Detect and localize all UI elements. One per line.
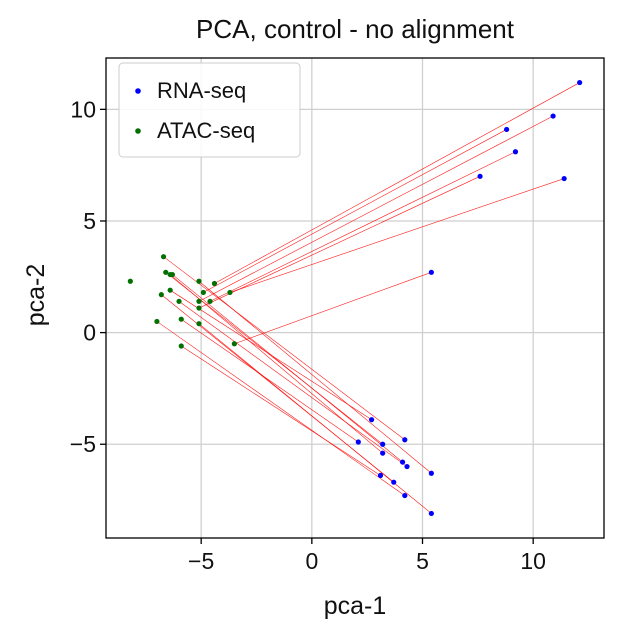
y-axis-label: pca-2 <box>22 264 50 327</box>
atac-seq-point <box>200 289 206 296</box>
rna-seq-point <box>504 126 510 133</box>
legend: RNA-seq ATAC-seq <box>118 62 301 158</box>
alignment-link <box>181 318 359 443</box>
rna-seq-point <box>577 79 583 86</box>
rna-seq-point <box>561 175 567 182</box>
chart-title: PCA, control - no alignment <box>196 14 515 44</box>
rna-seq-point <box>369 417 375 423</box>
alignment-link <box>198 115 554 302</box>
atac-seq-point <box>207 298 213 304</box>
rna-seq-point <box>550 113 556 119</box>
grid-lines <box>106 58 604 538</box>
x-tick-label: 10 <box>520 548 546 574</box>
alignment-link <box>181 345 381 476</box>
x-axis-label: pca-1 <box>324 592 387 620</box>
legend-marker-atac-seq <box>135 128 141 134</box>
alignment-link <box>198 176 481 309</box>
y-tick-label: 5 <box>83 208 96 234</box>
atac-seq-point <box>154 318 160 325</box>
rna-seq-point <box>402 437 408 443</box>
alignment-link <box>203 129 507 293</box>
alignment-link <box>214 82 580 284</box>
alignment-link <box>229 178 565 293</box>
rna-seq-point <box>391 479 397 485</box>
atac-seq-point <box>160 254 167 260</box>
alignment-link <box>172 274 403 463</box>
atac-seq-point <box>127 278 133 284</box>
atac-seq-point <box>167 287 173 293</box>
legend-label-rna-seq: RNA-seq <box>157 78 246 103</box>
atac-seq-point <box>176 298 182 304</box>
data-points <box>127 79 583 517</box>
plot-frame <box>105 57 605 539</box>
alignment-link <box>198 323 432 514</box>
atac-seq-point <box>158 292 164 298</box>
alignment-link <box>163 256 405 441</box>
atac-seq-point <box>196 298 202 304</box>
rna-seq-point <box>355 439 361 445</box>
rna-seq-point <box>477 173 483 179</box>
y-tick-label: −5 <box>70 431 96 457</box>
alignment-links <box>156 82 580 514</box>
atac-seq-point <box>211 280 218 287</box>
alignment-link <box>234 272 432 345</box>
atac-seq-point <box>227 289 233 296</box>
alignment-link <box>198 281 432 474</box>
atac-seq-point <box>196 305 202 311</box>
axis-ticks: −5 0 5 10 −5 0 5 10 <box>70 96 546 574</box>
rna-seq-point <box>399 459 406 465</box>
atac-seq-point <box>163 269 169 275</box>
rna-seq-point <box>512 149 519 155</box>
rna-seq-point <box>428 269 434 275</box>
rna-seq-point <box>428 470 434 476</box>
y-tick-label: 10 <box>70 96 96 122</box>
atac-seq-point <box>196 321 202 327</box>
rna-seq-point <box>404 463 410 470</box>
atac-seq-point <box>231 341 237 347</box>
y-tick-label: 0 <box>83 320 96 346</box>
x-tick-label: 0 <box>305 548 318 574</box>
rna-seq-point <box>428 510 434 517</box>
rna-seq-point <box>377 472 384 479</box>
atac-seq-point <box>178 343 184 349</box>
rna-seq-point <box>402 492 408 499</box>
legend-marker-rna-seq <box>135 88 141 94</box>
alignment-link <box>156 321 405 496</box>
alignment-link <box>178 301 408 467</box>
rna-seq-point <box>380 441 386 447</box>
legend-label-atac-seq: ATAC-seq <box>157 118 255 143</box>
atac-seq-point <box>196 278 202 284</box>
x-tick-label: −5 <box>188 548 214 574</box>
x-tick-label: 5 <box>416 548 429 574</box>
alignment-link <box>209 151 516 302</box>
legend-box <box>118 62 301 158</box>
atac-seq-point <box>169 271 175 278</box>
atac-seq-point <box>178 316 184 322</box>
rna-seq-point <box>380 450 386 456</box>
